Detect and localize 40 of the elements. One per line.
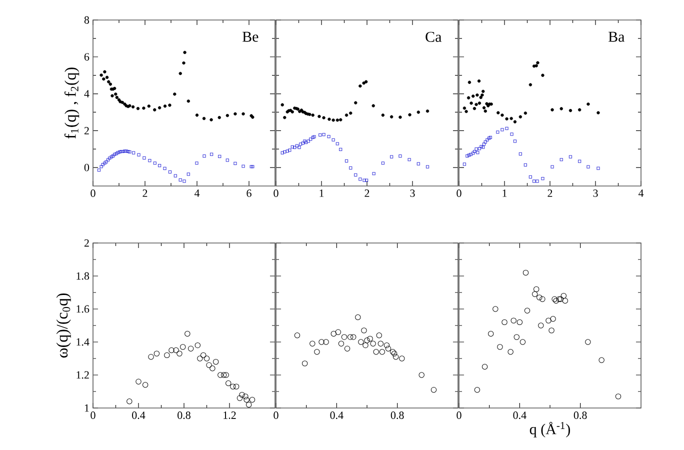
x-tick-label: 6 xyxy=(246,190,252,197)
x-tick-label: 4 xyxy=(194,190,200,197)
x-tick-label: 4 xyxy=(638,190,644,197)
x-tick-label: 0.4 xyxy=(132,412,146,420)
x-tick-label: 0.8 xyxy=(178,412,190,420)
y-axis-title: f$_{1}$(q) , f$_{2}$(q) xyxy=(64,68,80,139)
y-tick-label: 1.8 xyxy=(76,272,90,280)
x-tick-label: 3 xyxy=(593,190,598,197)
x-tick-label: 3 xyxy=(410,190,415,197)
x-tick-label: 2 xyxy=(548,190,552,197)
x-tick-label: 0 xyxy=(274,412,278,419)
x-tick-label: 1 xyxy=(320,190,324,197)
annotation: Ba xyxy=(608,32,625,42)
y-tick-label: 8 xyxy=(84,16,90,24)
x-tick-label: 0 xyxy=(274,190,278,197)
y-tick-label: 1.2 xyxy=(76,371,89,379)
annotation: Ca xyxy=(426,32,442,42)
x-axis-title: q (Å$^{-1}$) xyxy=(530,422,570,438)
x-tick-label: 1 xyxy=(502,190,507,197)
y-tick-label: 1.4 xyxy=(76,338,90,346)
x-tick-label: 0.4 xyxy=(513,412,526,420)
y-tick-label: 0 xyxy=(84,164,90,172)
y-tick-label: 1.6 xyxy=(76,305,90,313)
x-tick-label: 0.8 xyxy=(390,412,404,420)
x-tick-label: 2 xyxy=(364,190,370,197)
y-axis-title: ω(q)/(c$_{0}$q) xyxy=(56,293,71,358)
y-tick-label: 6 xyxy=(84,53,90,61)
x-tick-label: 0 xyxy=(90,412,96,419)
annotation: Be xyxy=(242,32,258,42)
y-tick-label: 2 xyxy=(84,127,89,134)
x-tick-label: 0 xyxy=(456,190,462,197)
x-tick-label: 2 xyxy=(142,190,148,197)
x-tick-label: 0.4 xyxy=(330,412,344,420)
x-tick-label: 0.8 xyxy=(574,412,587,420)
y-tick-label: 1 xyxy=(84,404,89,412)
x-tick-label: 0 xyxy=(456,412,462,419)
y-tick-label: 4 xyxy=(84,90,90,98)
x-tick-label: 0 xyxy=(90,190,96,197)
x-tick-label: 1.2 xyxy=(224,412,236,419)
y-tick-label: 2 xyxy=(84,239,89,247)
